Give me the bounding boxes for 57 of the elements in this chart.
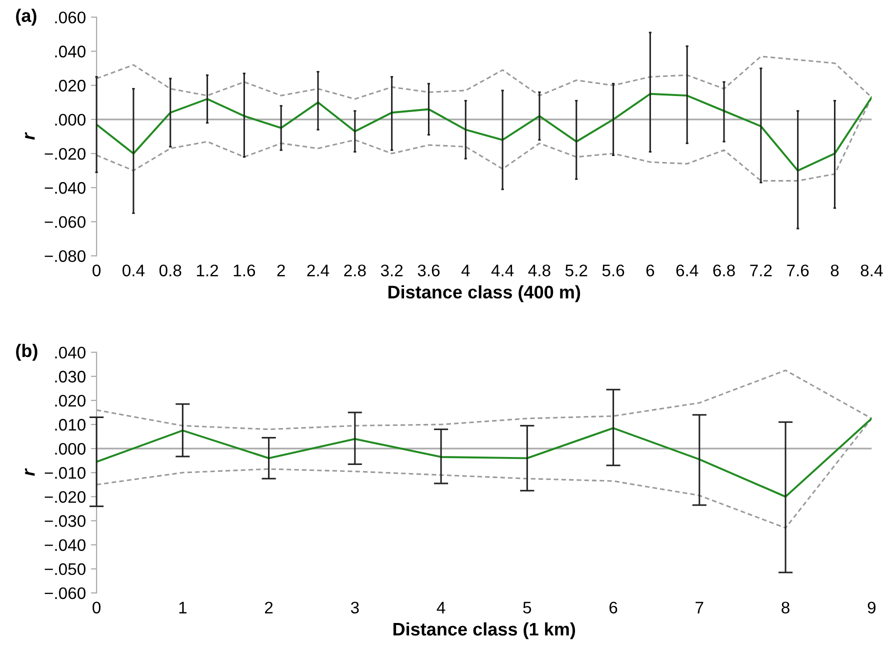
x-tick-label: 5.6 (602, 264, 624, 276)
y-tick-label: −.050 (44, 563, 86, 576)
y-axis-title: r (24, 468, 35, 476)
x-tick-label: 3.2 (380, 264, 403, 276)
x-axis-title: Distance class (1 km) (393, 622, 576, 640)
y-tick-label: .030 (55, 370, 86, 383)
x-tick-label: 9 (868, 602, 876, 614)
x-tick-label: 7.6 (787, 264, 809, 276)
x-tick-label: 4.8 (528, 264, 550, 276)
y-tick-label: .020 (55, 394, 86, 407)
y-tick-label: −.020 (44, 491, 86, 503)
y-tick-label: .020 (55, 80, 86, 92)
x-tick-label: 2.4 (307, 264, 330, 276)
y-tick-label: −.040 (44, 539, 86, 551)
y-tick-label: .000 (55, 114, 86, 126)
x-tick-label: 4 (436, 602, 446, 614)
x-tick-label: 6 (609, 602, 618, 614)
y-tick-label: −.020 (44, 148, 86, 160)
x-tick-label: 5.2 (565, 264, 588, 276)
x-tick-label: 8 (830, 264, 839, 276)
y-tick-label: −.030 (44, 515, 86, 527)
x-tick-label: 6.4 (676, 264, 698, 276)
y-tick-label: .040 (55, 346, 86, 359)
x-tick-label: 2 (265, 602, 273, 614)
y-tick-label: −.060 (44, 587, 86, 600)
x-tick-label: 0 (92, 264, 101, 276)
x-tick-label: 1.6 (234, 264, 256, 276)
x-tick-label: 7 (696, 602, 704, 614)
y-tick-label: −.060 (44, 216, 86, 228)
y-tick-label: .040 (55, 46, 86, 58)
y-tick-label: .010 (55, 418, 86, 431)
x-tick-label: 6 (646, 264, 654, 276)
x-tick-label: 1.2 (196, 264, 218, 276)
chart-title: (a) (16, 8, 36, 26)
y-tick-label: .060 (55, 12, 86, 24)
y-axis-title: r (24, 132, 35, 140)
x-tick-label: 6.8 (713, 264, 735, 276)
x-tick-label: 0.4 (122, 264, 145, 276)
x-tick-label: 8.4 (860, 264, 883, 276)
x-tick-label: 7.2 (750, 264, 772, 276)
x-tick-label: 2 (277, 264, 285, 276)
x-tick-label: 0 (92, 602, 101, 614)
x-tick-label: 4 (461, 264, 470, 276)
x-tick-label: 5 (523, 602, 532, 614)
y-tick-label: −.010 (44, 467, 86, 479)
x-tick-label: 0.8 (159, 264, 182, 276)
y-tick-label: −.040 (44, 182, 86, 194)
x-tick-label: 3.6 (418, 264, 440, 276)
chart-title: (b) (16, 344, 38, 361)
x-tick-label: 2.8 (344, 264, 366, 276)
x-tick-label: 3 (350, 602, 359, 614)
x-tick-label: 1 (179, 602, 186, 614)
y-tick-label: −.080 (44, 250, 86, 262)
x-tick-label: 4.4 (491, 264, 514, 276)
x-tick-label: 8 (782, 602, 790, 614)
x-axis-title: Distance class (400 m) (388, 285, 580, 302)
y-tick-label: .000 (55, 442, 86, 455)
